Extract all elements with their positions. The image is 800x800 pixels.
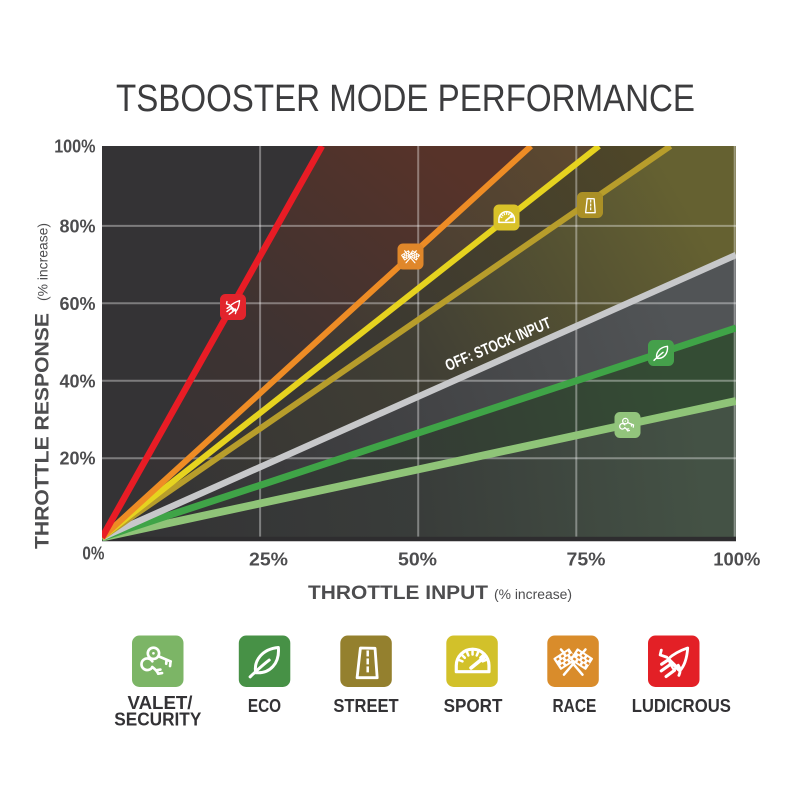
svg-text:40%: 40% xyxy=(59,371,95,391)
svg-text:75%: 75% xyxy=(567,550,606,570)
svg-text:100%: 100% xyxy=(713,550,760,570)
svg-text:50%: 50% xyxy=(398,550,437,570)
svg-text:100%: 100% xyxy=(54,137,95,157)
svg-text:80%: 80% xyxy=(59,216,95,236)
svg-text:0%: 0% xyxy=(82,544,104,564)
svg-text:(% increase): (% increase) xyxy=(36,223,51,301)
svg-text:TSBOOSTER MODE PERFORMANCE: TSBOOSTER MODE PERFORMANCE xyxy=(116,78,695,120)
svg-text:ECO: ECO xyxy=(248,695,281,716)
svg-text:RACE: RACE xyxy=(553,695,597,716)
svg-text:THROTTLE INPUT: THROTTLE INPUT xyxy=(308,582,488,604)
svg-text:20%: 20% xyxy=(59,449,95,469)
svg-text:SPORT: SPORT xyxy=(444,695,503,716)
svg-text:STREET: STREET xyxy=(333,695,399,716)
svg-text:SECURITY: SECURITY xyxy=(114,709,202,730)
svg-text:VALET/: VALET/ xyxy=(128,692,193,713)
svg-text:LUDICROUS: LUDICROUS xyxy=(632,695,731,716)
svg-text:THROTTLE RESPONSE: THROTTLE RESPONSE xyxy=(32,313,54,549)
svg-text:25%: 25% xyxy=(249,550,288,570)
svg-text:(% increase): (% increase) xyxy=(494,587,572,602)
svg-text:60%: 60% xyxy=(59,294,95,314)
